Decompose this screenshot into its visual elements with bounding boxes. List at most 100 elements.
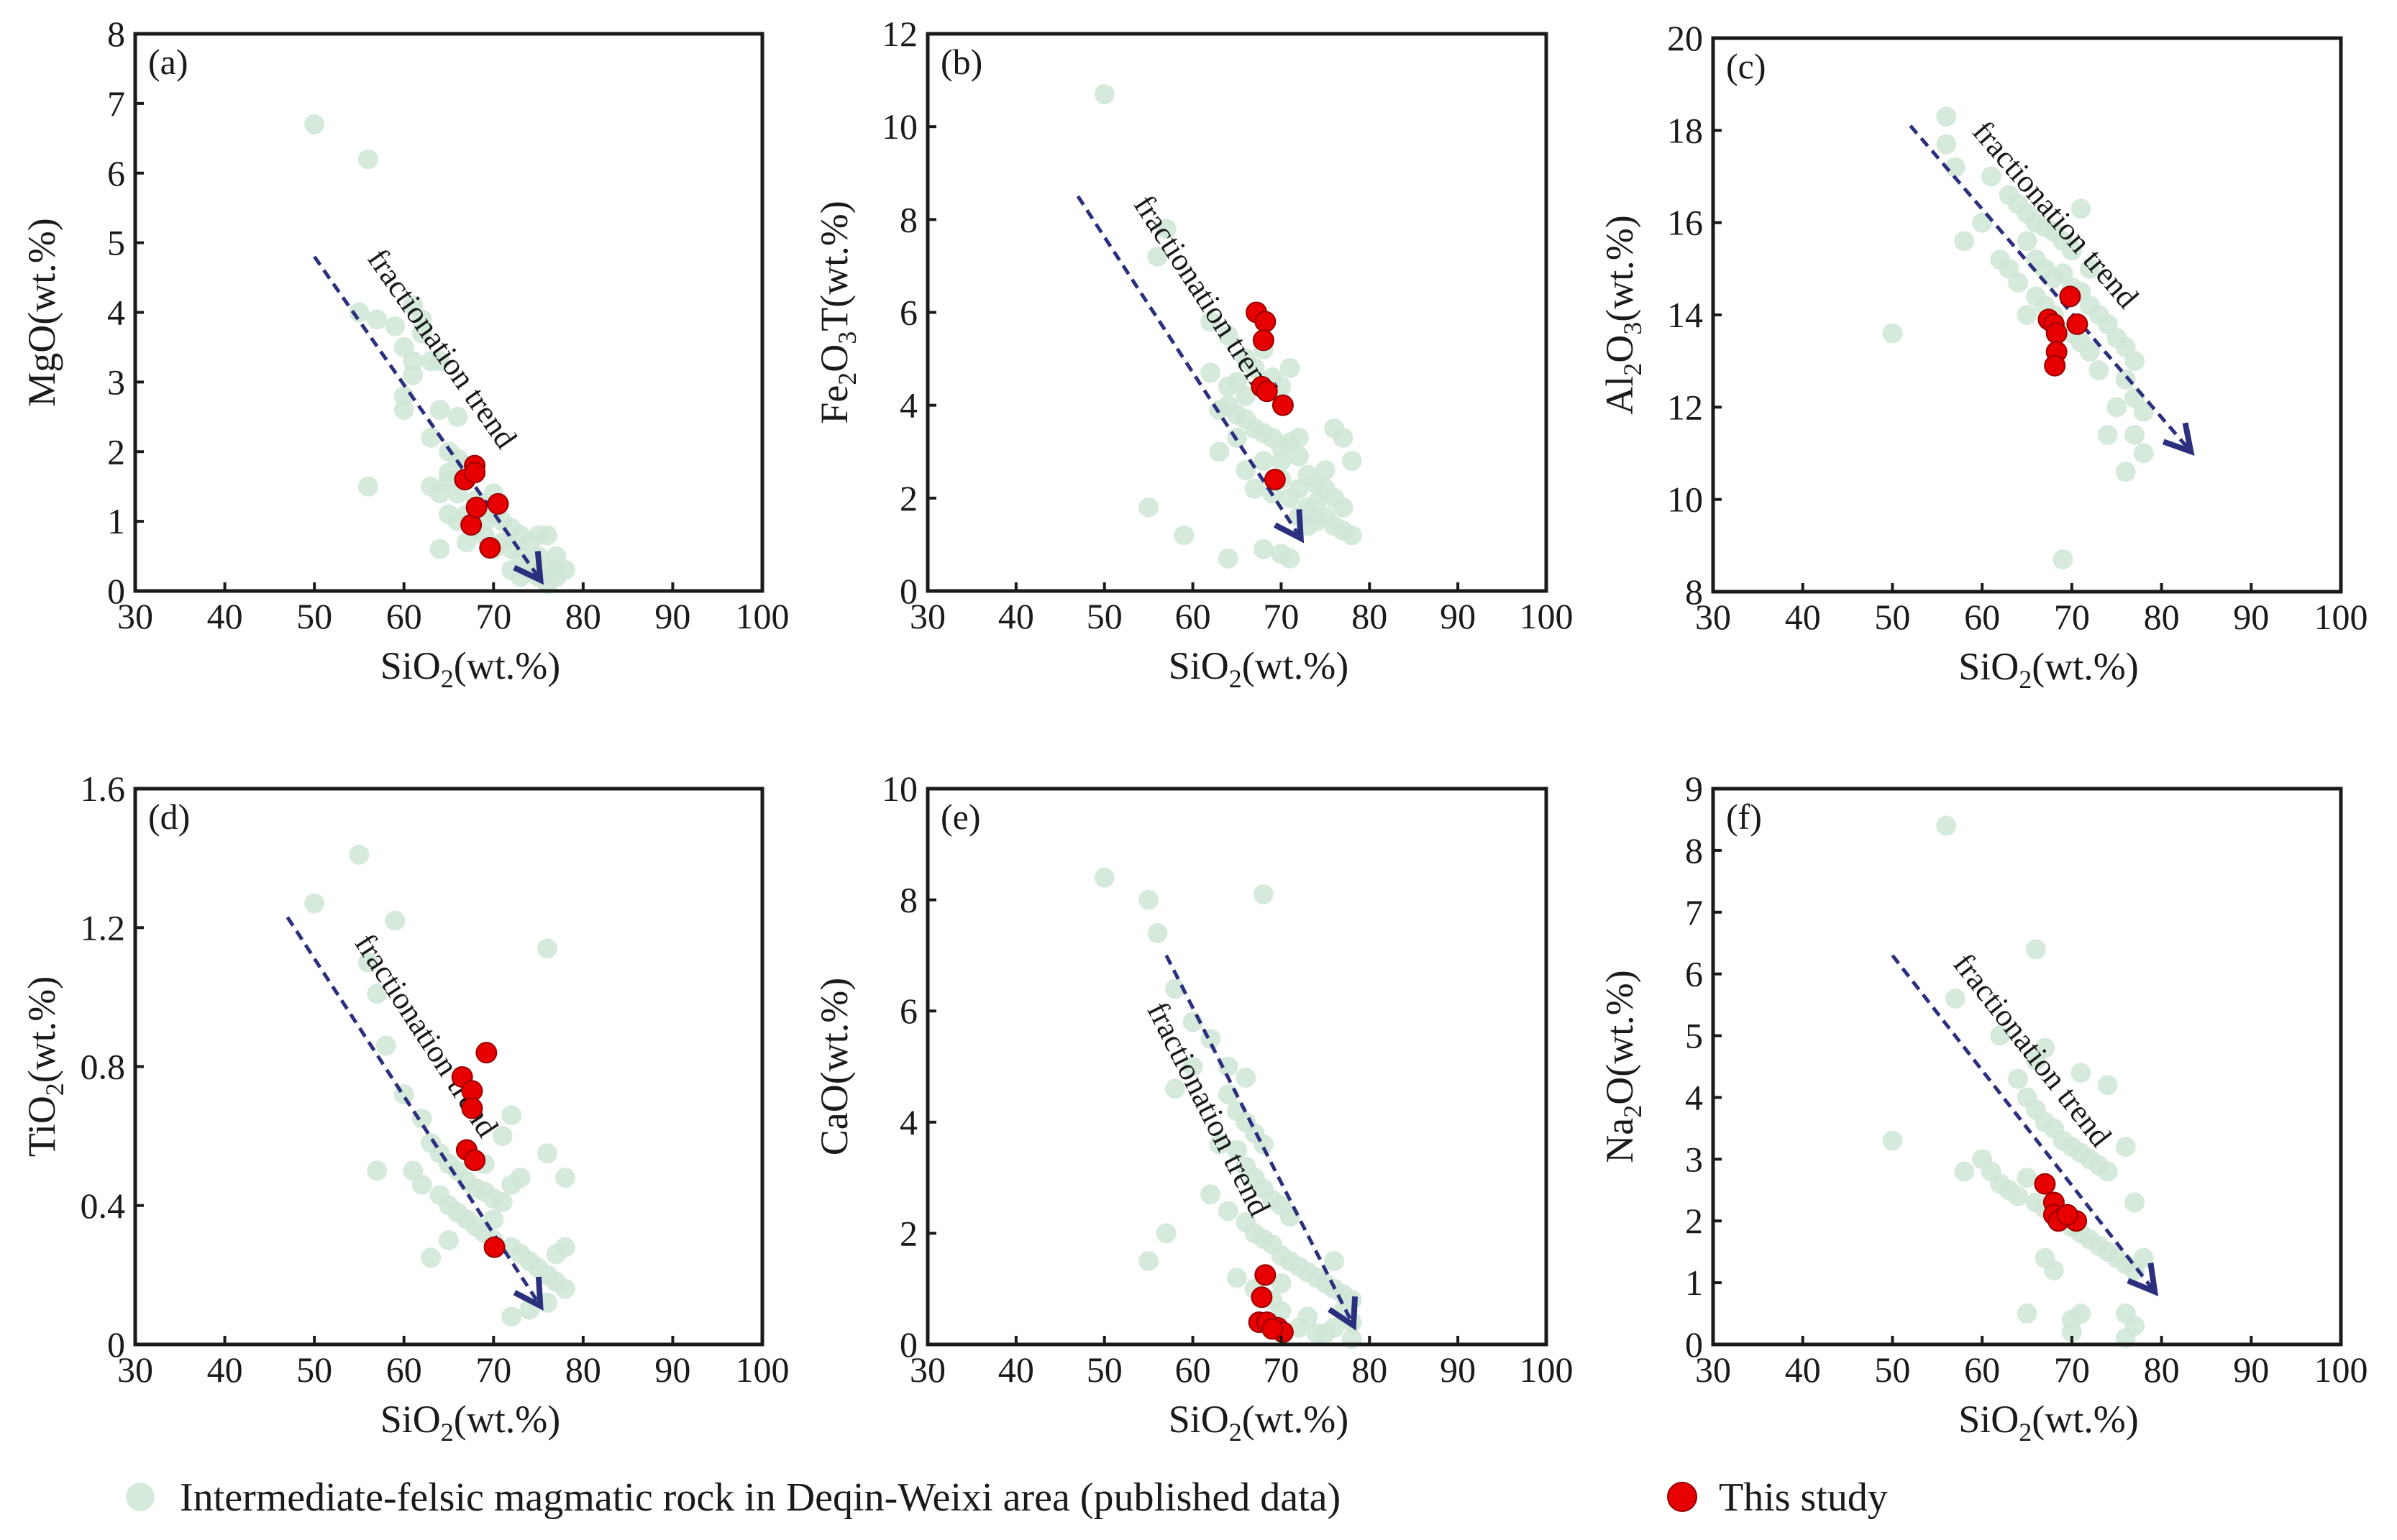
published-point — [349, 302, 370, 323]
y-tick-label: 6 — [107, 153, 125, 193]
this-study-point — [483, 1236, 506, 1258]
x-tick-label: 90 — [654, 596, 690, 636]
published-point — [2070, 198, 2091, 219]
published-point — [2043, 1260, 2064, 1280]
published-point — [2115, 1137, 2136, 1158]
y-tick-label: 7 — [107, 83, 125, 124]
this-study-point — [2045, 322, 2068, 344]
y-tick-label: 1 — [1685, 1262, 1703, 1303]
published-point — [2070, 1063, 2091, 1083]
published-point — [1882, 1130, 1903, 1151]
this-study-point — [1254, 311, 1277, 333]
published-point — [510, 1168, 531, 1188]
y-tick-label: 8 — [107, 14, 125, 54]
published-point — [2097, 1161, 2118, 1182]
panel-label: (a) — [148, 42, 188, 82]
x-tick-label: 80 — [565, 1349, 601, 1390]
y-tick-label: 2 — [107, 431, 125, 472]
published-point — [1936, 106, 1957, 127]
x-tick-label: 90 — [1440, 596, 1476, 636]
y-tick-label: 5 — [107, 223, 125, 263]
published-point — [554, 1168, 575, 1188]
this-study-point — [1264, 469, 1286, 490]
x-tick-label: 70 — [2054, 1349, 2090, 1390]
published-point — [492, 1126, 513, 1147]
y-tick-label: 8 — [900, 880, 918, 920]
x-tick-label: 100 — [736, 1349, 790, 1390]
published-point — [1297, 1306, 1318, 1327]
this-study-point — [461, 1097, 483, 1119]
x-tick-label: 100 — [1520, 596, 1574, 636]
y-tick-label: 14 — [1667, 295, 1703, 335]
published-point — [1209, 400, 1230, 421]
published-point — [1227, 1268, 1247, 1288]
published-point — [492, 1191, 513, 1212]
y-tick-label: 0 — [1685, 1324, 1703, 1365]
published-point — [367, 309, 388, 330]
y-tick-label: 12 — [882, 14, 918, 54]
x-tick-label: 100 — [2314, 1349, 2368, 1390]
published-point — [367, 984, 388, 1004]
published-point — [2070, 1303, 2091, 1324]
published-point — [1333, 497, 1353, 518]
fractionation-trend-arrow — [1164, 954, 1359, 1331]
y-tick-label: 3 — [107, 362, 125, 402]
x-tick-label: 80 — [2144, 1349, 2180, 1390]
x-tick-label: 90 — [1440, 1349, 1476, 1390]
panel-label: (d) — [148, 797, 190, 837]
published-point — [1945, 989, 1965, 1009]
panel-label: (f) — [1726, 797, 1762, 837]
published-point — [403, 365, 424, 385]
x-tick-label: 30 — [910, 1349, 946, 1390]
published-point — [1271, 1273, 1292, 1293]
x-tick-label: 80 — [1351, 596, 1387, 636]
published-point — [1279, 358, 1300, 378]
x-tick-label: 70 — [475, 596, 511, 636]
y-tick-label: 6 — [900, 991, 918, 1031]
y-tick-label: 4 — [1685, 1077, 1703, 1117]
published-point — [537, 1143, 558, 1164]
published-point — [439, 462, 459, 483]
published-point — [421, 427, 442, 448]
published-point — [1253, 884, 1274, 904]
published-point — [546, 546, 567, 567]
y-tick-label: 1 — [107, 501, 125, 541]
published-point — [1954, 1161, 1975, 1182]
y-tick-label: 2 — [1685, 1201, 1703, 1241]
y-tick-label: 0 — [107, 571, 125, 611]
published-point — [439, 1230, 459, 1251]
published-point — [357, 476, 378, 497]
x-tick-label: 60 — [1175, 596, 1211, 636]
published-point — [1253, 451, 1274, 472]
panel-label: (b) — [941, 42, 982, 82]
this-study-point — [2056, 1204, 2078, 1226]
legend-published-marker — [126, 1482, 155, 1511]
published-point — [2025, 939, 2046, 960]
y-tick-label: 10 — [882, 106, 918, 147]
published-point — [519, 1299, 540, 1320]
published-point — [483, 1209, 504, 1230]
this-study-point — [2059, 285, 2081, 308]
published-point — [2124, 424, 2145, 445]
y-tick-label: 7 — [1685, 892, 1703, 932]
y-tick-label: 12 — [1667, 387, 1703, 427]
published-point — [2133, 1247, 2154, 1268]
published-point — [1271, 451, 1292, 472]
y-tick-label: 2 — [900, 478, 918, 518]
published-point — [1253, 538, 1274, 559]
published-point — [2124, 1192, 2145, 1213]
published-point — [2061, 1321, 2082, 1342]
x-tick-label: 30 — [117, 596, 153, 636]
published-point — [2124, 351, 2145, 372]
published-point — [2008, 272, 2029, 293]
fractionation-trend-arrow — [1909, 124, 2195, 456]
published-point — [1200, 362, 1221, 383]
x-tick-label: 100 — [2314, 597, 2368, 637]
published-point — [2017, 231, 2037, 252]
published-point — [429, 538, 450, 559]
published-point — [304, 893, 325, 914]
legend: Intermediate-felsic magmatic rock in Deq… — [126, 1475, 1888, 1520]
this-study-point — [2066, 313, 2088, 335]
x-tick-label: 40 — [998, 596, 1034, 636]
